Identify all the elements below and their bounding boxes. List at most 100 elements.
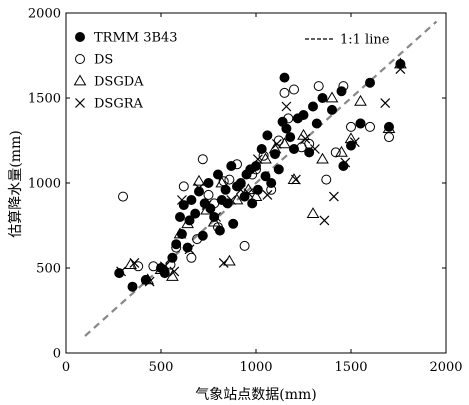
data-point-stroke-b <box>235 184 246 195</box>
reference-line-layer <box>84 20 438 337</box>
y-axis-title: 估算降水量(mm) <box>8 130 24 237</box>
data-point <box>118 191 128 202</box>
data-point <box>273 164 284 175</box>
data-point-stroke-b <box>290 174 301 185</box>
legend-marker-stroke-b <box>75 98 85 108</box>
data-point <box>215 176 229 188</box>
data-point <box>281 101 292 112</box>
data-point <box>116 266 127 277</box>
data-point <box>203 189 214 200</box>
x-tick-label: 2000 <box>429 360 462 375</box>
legend-item: TRMM 3B43 <box>75 31 178 46</box>
legend-item: DS <box>75 53 113 68</box>
data-point <box>171 239 182 250</box>
data-point <box>239 240 250 251</box>
data-point <box>251 164 261 175</box>
data-point <box>313 81 324 92</box>
one-to-one-line <box>84 20 438 337</box>
data-point-stroke-b <box>211 212 222 222</box>
data-point <box>194 183 204 194</box>
reference-line-legend: 1:1 line <box>305 33 390 48</box>
legend-marker <box>75 32 85 42</box>
data-point <box>213 169 223 180</box>
data-point <box>319 215 330 226</box>
data-point <box>289 144 299 154</box>
data-point <box>214 225 225 236</box>
data-point <box>247 198 258 209</box>
data-point <box>218 257 229 268</box>
data-point <box>316 152 329 164</box>
x-tick-label: 1000 <box>239 360 272 375</box>
data-point <box>228 218 239 229</box>
x-tick-label: 1500 <box>334 360 367 375</box>
data-point <box>290 174 301 185</box>
data-point <box>159 261 170 272</box>
data-point-stroke-b <box>271 138 282 149</box>
data-point <box>243 188 254 199</box>
series-trmm-3b43 <box>114 59 406 292</box>
data-point <box>266 184 277 195</box>
data-point <box>203 178 214 188</box>
data-point <box>258 150 269 161</box>
data-point <box>194 186 204 197</box>
data-point <box>325 91 339 103</box>
legend-marker <box>73 74 87 86</box>
axis-ticks: 0 500 1000 1500 2000 0 500 1000 1500 2000 <box>28 7 463 376</box>
data-point <box>279 72 290 83</box>
data-point-stroke-b <box>243 188 254 199</box>
data-point <box>144 276 155 287</box>
data-point <box>260 171 271 182</box>
data-point <box>346 121 356 132</box>
data-points-layer <box>114 57 407 292</box>
data-point <box>330 147 341 158</box>
data-point <box>283 113 294 124</box>
data-point <box>259 152 272 164</box>
data-point-stroke-b <box>218 257 229 268</box>
data-point <box>224 174 235 185</box>
data-point <box>197 230 208 241</box>
data-point <box>306 207 320 218</box>
data-point-stroke-b <box>144 276 155 287</box>
data-point <box>133 261 144 272</box>
data-point <box>262 130 273 141</box>
data-point-stroke-b <box>252 154 263 165</box>
data-point-stroke-b <box>176 195 187 205</box>
data-point <box>181 217 194 229</box>
data-point <box>354 94 367 106</box>
data-point <box>186 252 197 263</box>
data-point-stroke-b <box>194 183 204 194</box>
x-axis-title: 气象站点数据(mm) <box>195 387 316 403</box>
data-point <box>321 174 332 185</box>
data-point-stroke-b <box>184 244 195 255</box>
legend-label: TRMM 3B43 <box>94 31 178 46</box>
data-point-stroke-b <box>328 191 339 202</box>
y-tick-label: 2000 <box>28 7 61 22</box>
data-point <box>289 84 299 95</box>
data-point <box>317 93 328 103</box>
data-point <box>278 137 291 149</box>
data-point <box>171 242 182 253</box>
data-point <box>380 98 391 109</box>
data-point-stroke-b <box>281 101 292 112</box>
data-point <box>382 122 396 133</box>
data-point <box>262 189 273 200</box>
data-point <box>309 144 320 154</box>
data-point <box>209 198 220 209</box>
data-point <box>384 132 394 143</box>
legend: TRMM 3B43 DS DSGDA DSGRA <box>73 31 178 112</box>
data-point <box>395 64 406 75</box>
data-point <box>355 118 366 129</box>
data-point <box>252 154 263 165</box>
data-point <box>230 193 244 205</box>
data-point-stroke-b <box>129 257 140 268</box>
data-point-stroke-b <box>395 64 406 75</box>
data-point <box>186 195 197 205</box>
y-tick-label: 1000 <box>28 177 61 192</box>
data-point <box>226 161 237 171</box>
data-point <box>175 212 185 222</box>
data-point-stroke-b <box>226 195 237 205</box>
data-point <box>178 200 189 211</box>
data-point <box>338 81 349 92</box>
y-tick-label: 0 <box>53 347 61 362</box>
